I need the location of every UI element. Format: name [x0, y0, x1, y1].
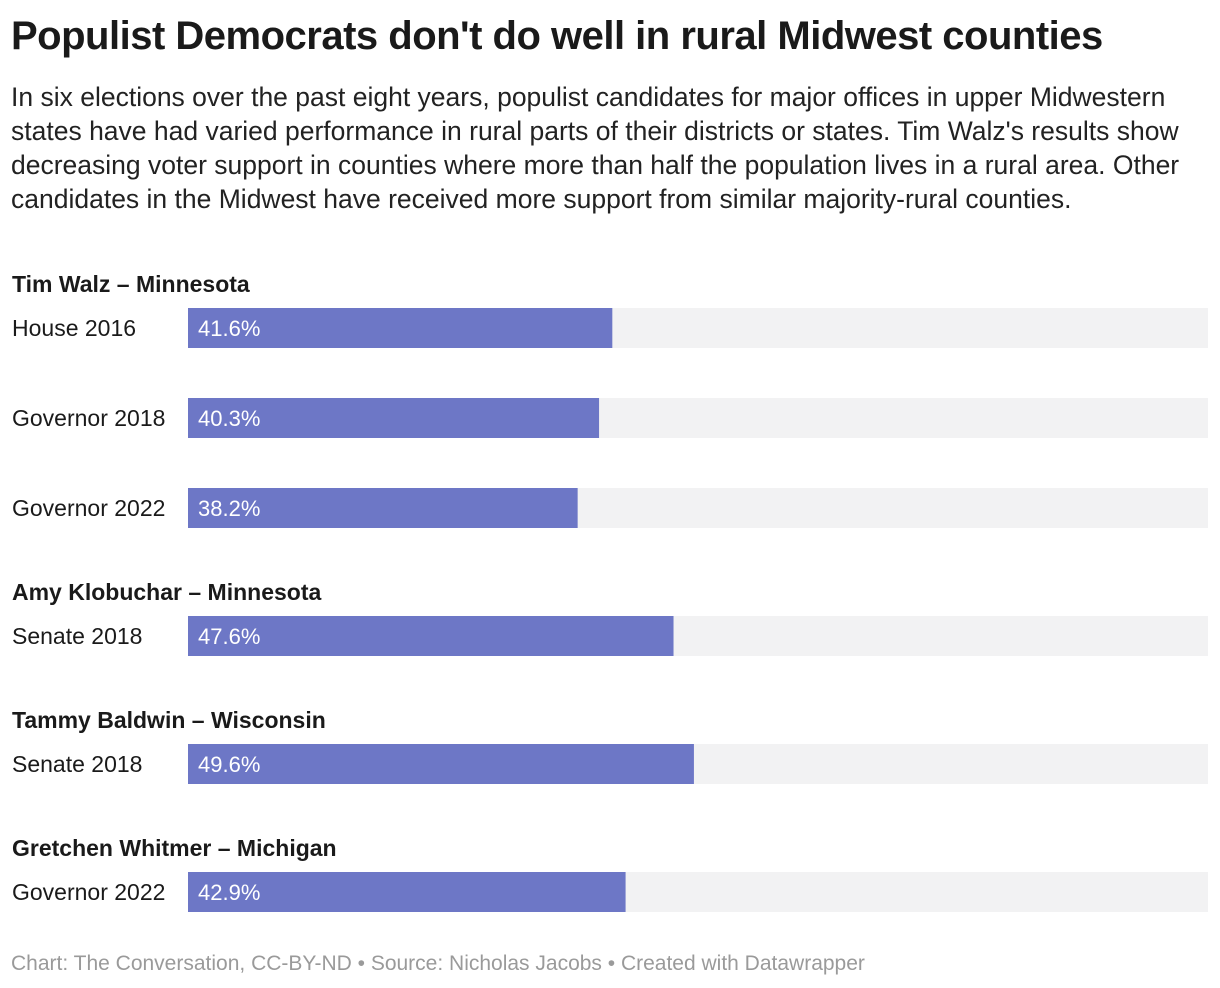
bar: [188, 488, 578, 528]
bar: [188, 744, 694, 784]
bar: [188, 308, 613, 348]
group-title: Amy Klobuchar – Minnesota: [12, 579, 321, 605]
chart-subtitle: In six elections over the past eight yea…: [11, 82, 1180, 214]
value-label: 40.3%: [198, 406, 260, 431]
row-label: Governor 2022: [12, 495, 165, 521]
group-title: Tim Walz – Minnesota: [12, 271, 250, 297]
row-label: Senate 2018: [12, 751, 142, 777]
chart-footer: Chart: The Conversation, CC-BY-ND • Sour…: [11, 952, 865, 975]
chart-title: Populist Democrats don't do well in rura…: [11, 14, 1103, 58]
group-title: Tammy Baldwin – Wisconsin: [12, 707, 326, 733]
value-label: 49.6%: [198, 752, 260, 777]
value-label: 41.6%: [198, 316, 260, 341]
value-label: 47.6%: [198, 624, 260, 649]
value-label: 42.9%: [198, 880, 260, 905]
group-title: Gretchen Whitmer – Michigan: [12, 835, 337, 861]
row-label: Governor 2018: [12, 405, 165, 431]
row-label: House 2016: [12, 315, 136, 341]
row-label: Senate 2018: [12, 623, 142, 649]
value-label: 38.2%: [198, 496, 260, 521]
bar: [188, 872, 626, 912]
row-label: Governor 2022: [12, 879, 165, 905]
bar: [188, 398, 600, 438]
bar: [188, 616, 674, 656]
